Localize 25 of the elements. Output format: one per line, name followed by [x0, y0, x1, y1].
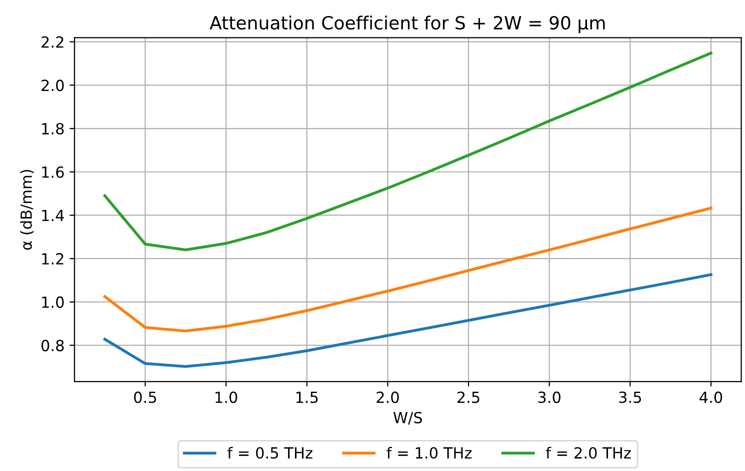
y-tick-label: 1.4 [42, 210, 64, 222]
x-axis-title: W/S [393, 412, 422, 425]
y-axis-title: α (dB/mm) [20, 170, 34, 250]
y-tick-label: 2.2 [42, 36, 64, 48]
legend-label: f = 2.0 THz [546, 446, 631, 459]
line-series [103, 273, 712, 368]
y-tick-label: 0.8 [41, 340, 64, 352]
legend-label: f = 0.5 THz [227, 446, 312, 459]
x-tick-label: 2.0 [376, 392, 399, 404]
x-tick-label: 0.5 [134, 392, 156, 404]
chart-title: Attenuation Coefficient for S + 2W = 90 μm [210, 16, 605, 34]
x-tick-label: 1.0 [216, 392, 238, 404]
y-tick-label: 1.0 [42, 296, 64, 308]
line-series [103, 52, 712, 252]
x-tick-label: 2.5 [457, 392, 480, 404]
y-tick-label: 1.2 [42, 253, 64, 264]
x-tick-label: 1.5 [296, 392, 318, 404]
x-tick-label: 3.0 [538, 392, 560, 404]
y-tick-label: 1.8 [42, 122, 64, 135]
x-tick-label: 4.0 [700, 392, 722, 404]
x-tick-label: 3.5 [619, 392, 641, 404]
legend-label: f = 1.0 THz [386, 446, 472, 459]
y-tick-label: 1.6 [42, 166, 64, 178]
line-series [103, 206, 712, 332]
y-tick-label: 2.0 [42, 80, 64, 92]
